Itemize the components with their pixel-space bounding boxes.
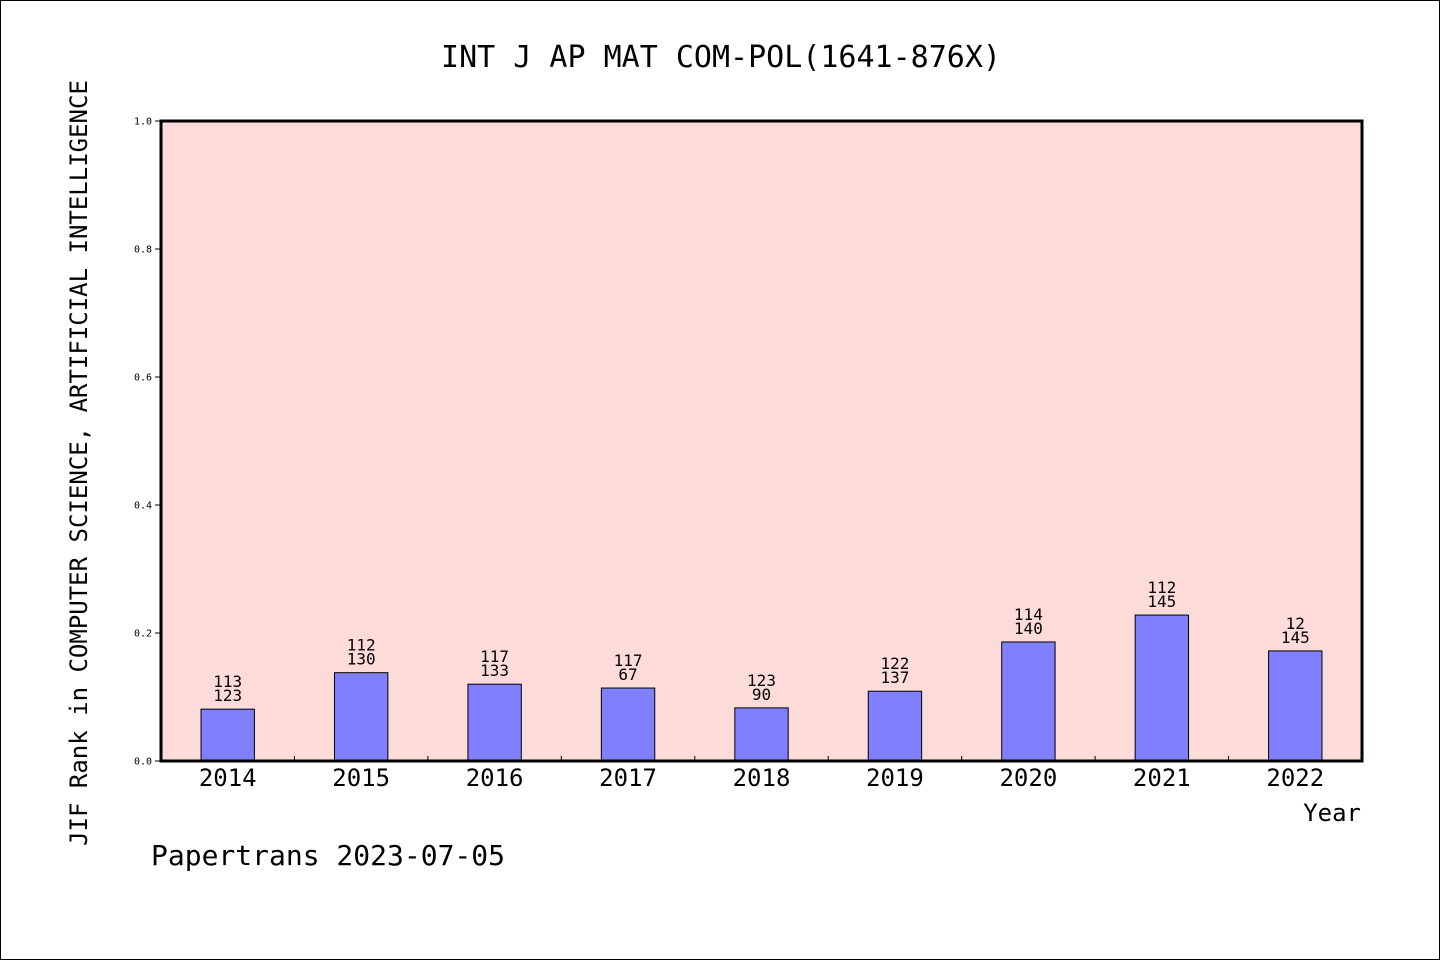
bar-rank-label: 114 <box>1014 605 1043 624</box>
y-axis-label: JIF Rank in COMPUTER SCIENCE, ARTIFICIAL… <box>65 80 93 846</box>
bar-2022 <box>1268 650 1323 762</box>
y-tick-label: 0.4 <box>134 501 152 512</box>
bar-total-label: 123 <box>213 686 242 705</box>
bar-2021 <box>1134 614 1190 762</box>
bar-2017 <box>600 687 656 762</box>
footer-credit: Papertrans 2023-07-05 <box>151 839 505 872</box>
x-tick-label: 2014 <box>199 764 257 792</box>
bar-rank-label: 123 <box>747 671 776 690</box>
bar-total-label: 137 <box>880 668 909 687</box>
bar-2014 <box>200 708 255 762</box>
bar-total-label: 90 <box>752 685 771 704</box>
x-tick-label: 2015 <box>332 764 390 792</box>
y-tick-label: 1.0 <box>134 117 152 128</box>
plot-border <box>159 119 1364 763</box>
bar-2016 <box>467 683 522 762</box>
bar-total-label: 67 <box>618 665 637 684</box>
y-tick-label: 0.0 <box>134 757 152 768</box>
bar-rank-label: 113 <box>213 672 242 691</box>
x-tick-label: 2017 <box>599 764 657 792</box>
bar-2020 <box>1001 641 1056 762</box>
bar-2018 <box>734 707 789 762</box>
y-tick-label: 0.2 <box>134 629 152 640</box>
bar-rank-label: 122 <box>880 654 909 673</box>
bar-rank-label: 117 <box>480 647 509 666</box>
bar-total-label: 140 <box>1014 619 1043 638</box>
bar-2015 <box>333 672 389 762</box>
x-tick-label: 2018 <box>733 764 791 792</box>
chart-marks: 0.00.20.40.60.81.01131232014112130201511… <box>134 117 1324 793</box>
x-tick-label: 2019 <box>866 764 924 792</box>
bar-total-label: 145 <box>1281 628 1310 647</box>
x-tick-label: 2021 <box>1133 764 1191 792</box>
bar-rank-label: 112 <box>1147 578 1176 597</box>
x-tick-label: 2022 <box>1266 764 1324 792</box>
bar-total-label: 133 <box>480 661 509 680</box>
bar-total-label: 145 <box>1147 592 1176 611</box>
bar-rank-label: 12 <box>1286 614 1305 633</box>
chart-title: INT J AP MAT COM-POL(1641-876X) <box>441 40 1001 75</box>
bar-rank-label: 117 <box>614 651 643 670</box>
y-tick-label: 0.8 <box>134 245 152 256</box>
bar-2019 <box>867 690 923 762</box>
y-tick-label: 0.6 <box>134 373 152 384</box>
x-tick-label: 2020 <box>999 764 1057 792</box>
x-tick-label: 2016 <box>466 764 524 792</box>
x-axis-label: Year <box>1303 799 1361 827</box>
bar-total-label: 130 <box>347 650 376 669</box>
bar-rank-label: 112 <box>347 636 376 655</box>
